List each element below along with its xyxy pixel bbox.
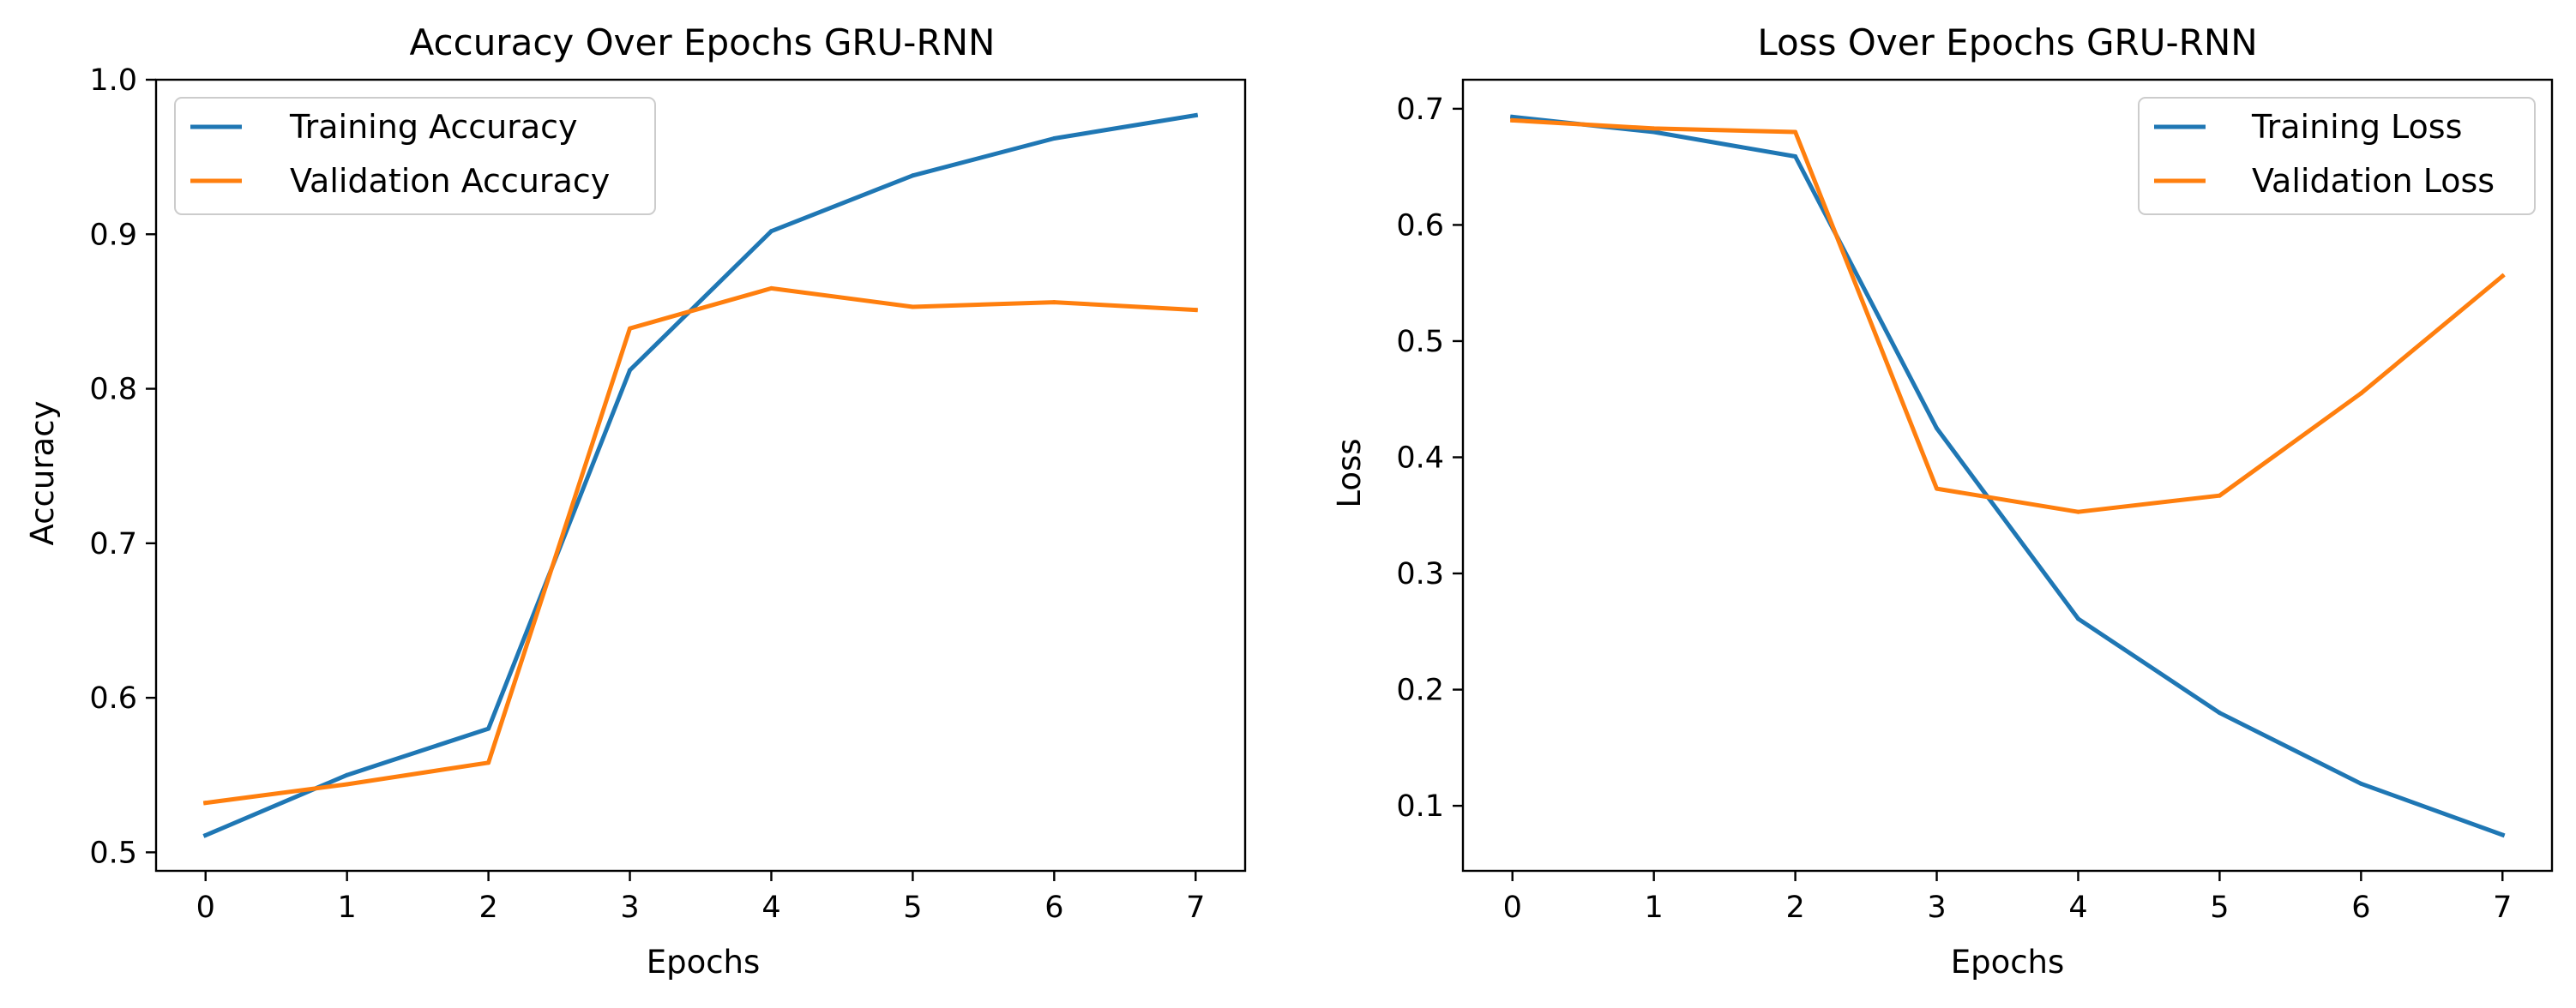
- y-tick-label: 0.1: [1396, 789, 1444, 824]
- data-point-training-accuracy: [486, 726, 491, 731]
- data-point-validation-accuracy: [768, 285, 773, 291]
- data-point-validation-loss: [1935, 486, 1940, 491]
- data-point-validation-loss: [1793, 129, 1798, 135]
- y-tick-label: 0.2: [1396, 674, 1444, 708]
- data-point-training-accuracy: [910, 173, 915, 178]
- data-point-validation-accuracy: [486, 760, 491, 765]
- data-point-validation-accuracy: [910, 304, 915, 309]
- y-tick-label: 0.5: [89, 836, 137, 870]
- y-axis-label: Accuracy: [24, 401, 61, 546]
- legend-label-training-accuracy: Training Accuracy: [289, 108, 578, 146]
- legend-label-validation-accuracy: Validation Accuracy: [290, 162, 610, 200]
- data-point-training-loss: [1510, 114, 1515, 119]
- data-point-training-loss: [1793, 153, 1798, 159]
- data-point-validation-accuracy: [203, 801, 208, 806]
- series-layer: [1509, 114, 2506, 838]
- data-point-validation-loss: [1510, 117, 1515, 123]
- legend-box: [2138, 97, 2536, 215]
- plot-frame: [154, 78, 1247, 873]
- data-point-validation-loss: [2217, 493, 2222, 498]
- y-tick-label: 0.6: [1396, 208, 1444, 243]
- tick-layer: 0 1 2 3 4 5 6 7 0.1 0.2 0.3 0.4 0.5 0.6 0.7: [1396, 93, 2512, 925]
- legend-box: [174, 97, 656, 215]
- data-point-validation-accuracy: [1051, 300, 1056, 305]
- series-layer: [202, 112, 1199, 838]
- data-point-validation-loss: [2358, 391, 2363, 396]
- x-tick-label: 3: [1927, 891, 1946, 925]
- y-tick-label: 1.0: [89, 63, 137, 98]
- x-tick-label: 7: [2493, 891, 2512, 925]
- data-point-validation-accuracy: [628, 326, 633, 331]
- chart-title: Accuracy Over Epochs GRU-RNN: [410, 21, 996, 63]
- x-axis-label: Epochs: [1951, 944, 2065, 981]
- chart-title: Loss Over Epochs GRU-RNN: [1757, 21, 2257, 63]
- x-tick-label: 5: [903, 891, 922, 925]
- x-tick-label: 0: [196, 891, 215, 925]
- data-point-validation-accuracy: [1193, 308, 1198, 313]
- y-tick-label: 0.5: [1396, 325, 1444, 359]
- y-tick-label: 0.6: [89, 681, 137, 716]
- data-point-validation-loss: [2500, 273, 2505, 279]
- data-point-training-loss: [1652, 129, 1657, 135]
- x-tick-label: 0: [1503, 891, 1522, 925]
- x-tick-label: 3: [620, 891, 639, 925]
- y-tick-label: 0.8: [89, 373, 137, 407]
- data-point-training-loss: [2075, 616, 2080, 621]
- series-line-training-accuracy: [202, 112, 1199, 838]
- x-tick-label: 2: [1785, 891, 1804, 925]
- x-tick-label: 4: [2068, 891, 2087, 925]
- legend-label-training-loss: Training Loss: [2251, 108, 2462, 146]
- y-tick-label: 0.3: [1396, 557, 1444, 591]
- data-point-validation-accuracy: [345, 782, 350, 787]
- data-point-training-accuracy: [768, 229, 773, 234]
- data-point-training-accuracy: [1193, 112, 1198, 117]
- x-tick-label: 4: [761, 891, 780, 925]
- x-tick-label: 1: [338, 891, 357, 925]
- y-tick-label: 0.9: [89, 218, 137, 252]
- x-tick-label: 6: [2351, 891, 2370, 925]
- y-tick-label: 0.4: [1396, 441, 1444, 475]
- y-tick-label: 0.7: [89, 527, 137, 561]
- data-point-training-accuracy: [345, 772, 350, 777]
- x-tick-label: 1: [1645, 891, 1664, 925]
- data-point-validation-loss: [1652, 126, 1657, 131]
- plot-frame: [1461, 78, 2554, 873]
- legend-label-validation-loss: Validation Loss: [2252, 162, 2495, 200]
- y-tick-label: 0.7: [1396, 93, 1444, 127]
- x-tick-label: 6: [1044, 891, 1063, 925]
- x-axis-label: Epochs: [647, 944, 761, 981]
- loss-chart: Loss Over Epochs GRU-RNN Epochs Loss 0 1 2…: [1331, 21, 2554, 981]
- data-point-training-loss: [2217, 711, 2222, 716]
- legend: Training Accuracy Validation Accuracy: [174, 97, 656, 215]
- y-axis-label: Loss: [1331, 438, 1368, 507]
- x-tick-label: 2: [478, 891, 497, 925]
- data-point-training-loss: [2358, 781, 2363, 786]
- tick-layer: 0 1 2 3 4 5 6 7 0.5 0.6 0.7 0.8 0.9 1.0: [89, 63, 1205, 925]
- accuracy-chart: Accuracy Over Epochs GRU-RNN Epochs Accu…: [24, 21, 1247, 981]
- series-line-training-loss: [1509, 114, 2506, 838]
- data-point-training-accuracy: [1051, 136, 1056, 141]
- series-line-validation-loss: [1510, 117, 2506, 514]
- data-point-training-loss: [2500, 832, 2505, 837]
- x-tick-label: 7: [1186, 891, 1205, 925]
- data-point-validation-loss: [2075, 509, 2080, 514]
- data-point-training-accuracy: [203, 833, 208, 838]
- data-point-training-accuracy: [628, 368, 633, 373]
- series-line-validation-accuracy: [202, 285, 1198, 806]
- legend: Training Loss Validation Loss: [2138, 97, 2536, 215]
- data-point-training-loss: [1935, 426, 1940, 431]
- x-tick-label: 5: [2210, 891, 2229, 925]
